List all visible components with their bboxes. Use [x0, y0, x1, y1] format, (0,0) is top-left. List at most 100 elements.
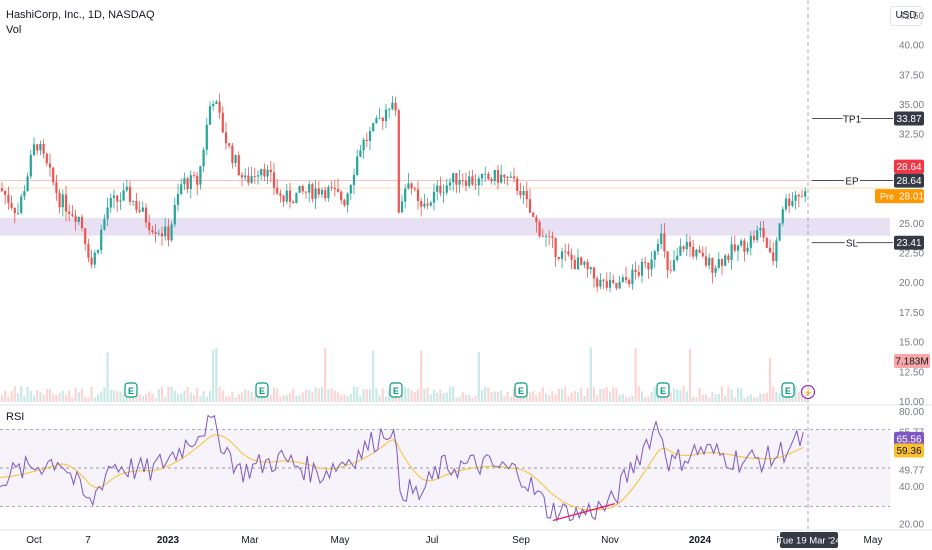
volume-bar [778, 393, 781, 402]
rsi-label: RSI [6, 411, 25, 423]
volume-bar [445, 392, 448, 402]
candle-body [516, 178, 519, 192]
candle-body [375, 118, 378, 123]
volume-bar [199, 396, 202, 402]
level-value-tp1: 33.87 [896, 114, 921, 125]
volume-bar [116, 391, 119, 402]
volume-bar [506, 392, 509, 402]
volume-bar [343, 394, 346, 402]
volume-bar [388, 389, 391, 402]
candle-body [522, 191, 525, 196]
volume-label: Vol [6, 24, 22, 36]
candle-body [112, 195, 116, 198]
candle-body [68, 211, 71, 215]
volume-tag [894, 354, 930, 368]
volume-bar [573, 391, 576, 402]
y-tick-label: 40.00 [899, 41, 924, 52]
volume-bar [84, 396, 87, 402]
candle-body [349, 185, 352, 194]
candle-body [298, 185, 301, 193]
volume-bar [749, 394, 752, 402]
volume-bar [554, 395, 557, 402]
y-tick-label: 22.50 [899, 249, 924, 260]
volume-bar [765, 392, 768, 402]
candle-body [397, 110, 400, 213]
volume-bar [23, 396, 26, 402]
candle-body [45, 153, 48, 164]
volume-bar [138, 393, 141, 402]
rsi-ma-tag [894, 443, 924, 458]
candle-body [503, 174, 506, 178]
candle-body [660, 233, 663, 244]
volume-bar [404, 387, 407, 402]
earnings-badge [781, 382, 795, 398]
x-tick-label: Sep [512, 535, 530, 546]
candle-body [605, 280, 608, 288]
level-label-ep: EP [845, 177, 859, 188]
volume-bar [471, 397, 474, 402]
candle-body [324, 190, 327, 199]
x-tick-label: 7 [85, 535, 91, 546]
candle-body [263, 168, 266, 177]
volume-bar [535, 395, 538, 402]
volume-bar [711, 391, 714, 402]
candle-body [301, 185, 304, 192]
candle-body [164, 226, 167, 237]
candle-body [756, 230, 759, 240]
volume-bar [784, 394, 788, 402]
candle-body [525, 191, 528, 200]
volume-bar [400, 395, 404, 402]
candle-body [560, 251, 564, 259]
candle-body [528, 199, 532, 213]
volume-bar [180, 393, 183, 402]
candle-body [432, 191, 436, 203]
y-tick-label: 17.50 [899, 308, 924, 319]
candle-body [762, 228, 765, 238]
candle-body [573, 259, 576, 270]
level-tag-sl [894, 235, 924, 250]
candle-body [384, 109, 388, 121]
volume-bar [7, 397, 10, 402]
candle-body [752, 235, 756, 240]
currency-button[interactable]: USD [890, 6, 922, 26]
volume-bar [317, 388, 320, 402]
premarket-value: 28.01 [899, 192, 924, 203]
volume-bar [253, 395, 256, 402]
volume-bar [528, 392, 532, 402]
volume-bar [557, 388, 560, 402]
volume-bar [564, 386, 567, 402]
volume-bar [71, 397, 74, 402]
volume-bar [336, 392, 340, 402]
volume-bar [375, 388, 378, 402]
volume-bar [93, 397, 96, 402]
rsi-divergence-line [552, 502, 616, 522]
candle-body [231, 145, 234, 164]
volume-bar [141, 396, 144, 402]
candle-body [480, 174, 484, 179]
candle-body [637, 272, 640, 276]
volume-bar [157, 389, 160, 402]
candle-body [455, 173, 458, 185]
candle-body [295, 192, 298, 204]
candle-body [0, 188, 4, 191]
candle-body [388, 109, 391, 110]
earnings-badge [124, 382, 138, 398]
candle-body [80, 216, 84, 229]
volume-bar [621, 393, 624, 402]
candle-body [228, 143, 231, 146]
volume-bar [372, 350, 375, 402]
candle-body [93, 252, 96, 265]
candle-body [141, 207, 144, 212]
volume-bar [151, 393, 154, 402]
volume-bar [164, 396, 167, 402]
volume-bar [420, 350, 423, 402]
volume-bar [640, 391, 644, 402]
volume-bar [800, 393, 804, 402]
volume-bar [599, 388, 602, 402]
earnings-marker: E [514, 382, 528, 398]
volume-bar [487, 387, 490, 402]
volume-bar [672, 388, 676, 402]
candle-body [727, 255, 730, 260]
rsi-ma-line [0, 434, 804, 511]
